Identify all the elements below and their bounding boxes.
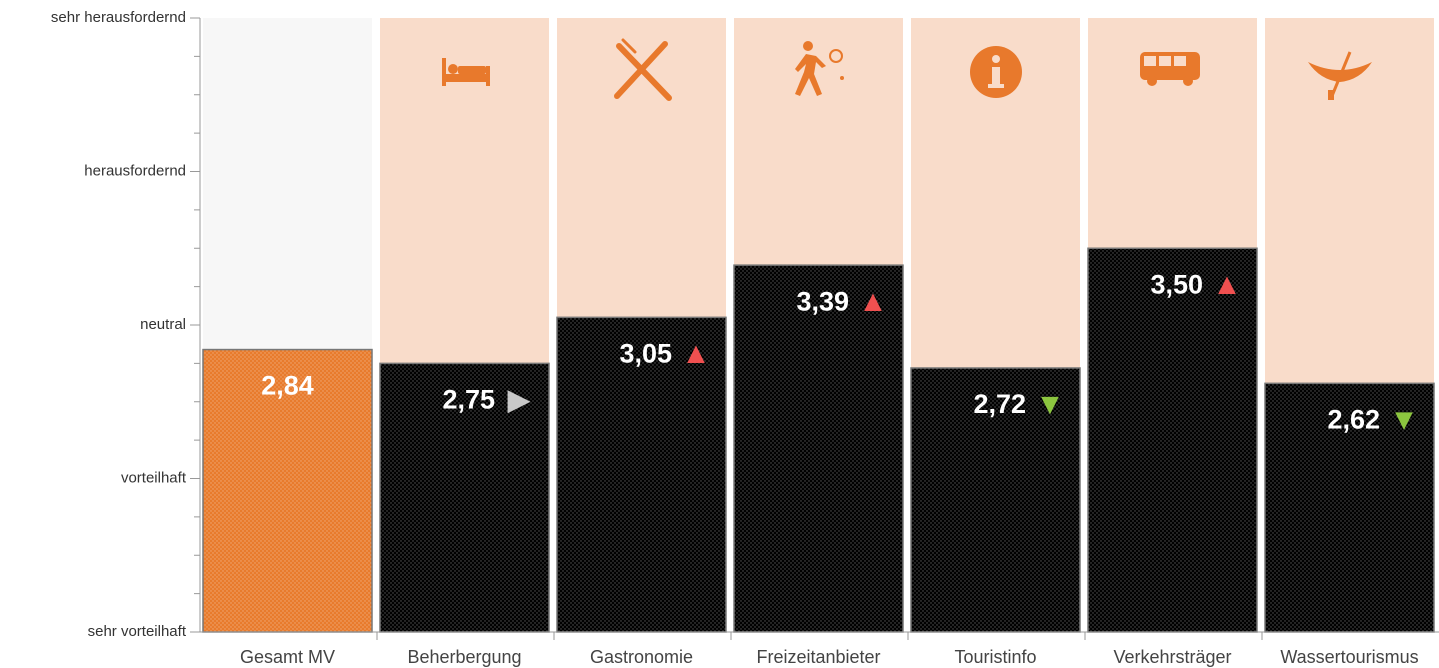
icon-cutlery: [614, 38, 672, 101]
trend-marker: ▲: [858, 285, 888, 318]
value-label: 2,62: [1327, 404, 1380, 434]
trend-marker: ▼: [1035, 388, 1065, 421]
x-tick-label: Gastronomie: [590, 647, 693, 667]
value-label: 3,39: [796, 286, 849, 316]
bar: [910, 367, 1081, 633]
x-tick-label: Beherbergung: [407, 647, 521, 667]
bar: [1264, 382, 1435, 633]
value-label: 3,05: [619, 338, 672, 368]
icons: [442, 38, 1372, 101]
value-label: 2,84: [261, 371, 314, 401]
y-tick-label: sehr vorteilhaft: [88, 623, 187, 640]
bar: [1087, 247, 1258, 633]
y-tick-label: sehr herausfordernd: [51, 9, 186, 26]
y-tick-label: vorteilhaft: [121, 469, 187, 486]
trend-marker: ▼: [1389, 403, 1419, 436]
y-tick-label: neutral: [140, 316, 186, 333]
value-label: 2,75: [442, 385, 495, 415]
trend-marker: ▲: [1212, 268, 1242, 301]
icon-bed: [442, 58, 490, 86]
x-tick-label: Touristinfo: [954, 647, 1036, 667]
x-tick-label: Freizeitanbieter: [756, 647, 880, 667]
value-label: 2,72: [973, 389, 1026, 419]
x-tick-label: Wassertourismus: [1280, 647, 1418, 667]
y-tick-label: herausfordernd: [84, 162, 186, 179]
bar: [556, 316, 727, 633]
icon-bus: [1140, 52, 1200, 86]
bar: [733, 264, 904, 633]
icon-info: [970, 46, 1022, 98]
x-tick-label: Verkehrsträger: [1113, 647, 1231, 667]
icon-tennis: [795, 41, 844, 96]
bar: [379, 362, 550, 633]
bar: [202, 348, 373, 633]
trend-marker: ▶: [507, 383, 530, 416]
axis: sehr vorteilhaft vorteilhaft neutral heraus…: [51, 9, 1439, 667]
value-label: 3,50: [1150, 269, 1203, 299]
x-tick-label: Gesamt MV: [240, 647, 335, 667]
trend-marker: ▲: [681, 337, 711, 370]
bars: 2,84 2,75 ▶ 3,05 ▲ 3,39 ▲ 2,72 ▼ 3,50 ▲ 2,62 ▼: [202, 247, 1435, 633]
icon-canoe: [1308, 51, 1372, 100]
